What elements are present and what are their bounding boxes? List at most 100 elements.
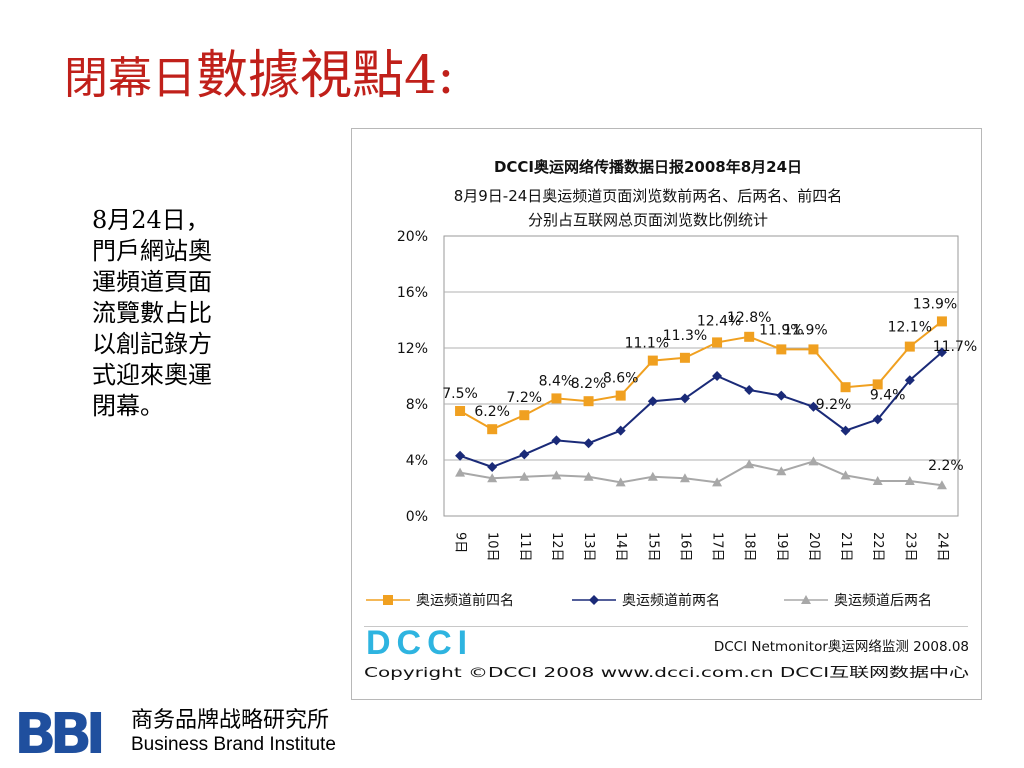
- y-tick-label: 4%: [406, 453, 428, 469]
- data-label: 12.4%: [697, 313, 741, 329]
- data-label: 12.1%: [888, 320, 932, 336]
- commentary-line: 運頻道頁面: [92, 268, 212, 296]
- series-line: [459, 320, 943, 431]
- data-point: [487, 473, 498, 483]
- data-point: [487, 462, 498, 472]
- data-point: [712, 337, 723, 348]
- data-point: [808, 401, 819, 412]
- data-label: 9.4%: [870, 387, 906, 403]
- x-tick-label: 20日: [806, 532, 821, 562]
- data-point: [840, 425, 851, 436]
- data-point: [551, 393, 562, 404]
- data-point: [872, 414, 883, 425]
- data-point: [808, 456, 819, 466]
- data-point: [712, 371, 723, 381]
- data-point: [679, 473, 690, 483]
- y-tick-label: 16%: [397, 285, 428, 301]
- legend-marker: [589, 595, 599, 605]
- data-point: [583, 471, 594, 481]
- data-point: [712, 477, 723, 487]
- data-point: [455, 467, 466, 477]
- data-label: 9.2%: [816, 397, 852, 413]
- data-label: 8.4%: [539, 373, 575, 389]
- data-point: [487, 424, 498, 435]
- credit-line2: Copyright ©DCCI 2008 www.dcci.com.cn DCC…: [364, 665, 970, 681]
- data-label: 13.9%: [913, 296, 957, 312]
- credit-line1: DCCI Netmonitor奥运网络监测 2008.08: [714, 638, 969, 655]
- data-point: [647, 471, 658, 481]
- y-tick-label: 8%: [406, 397, 428, 413]
- x-tick-label: 16日: [677, 532, 692, 562]
- data-point: [808, 344, 819, 355]
- data-point: [519, 410, 530, 421]
- chart-title: DCCI奥运网络传播数据日报2008年8月24日: [494, 158, 802, 176]
- x-tick-label: 14日: [613, 532, 628, 562]
- legend-marker: [383, 595, 393, 605]
- x-tick-label: 23日: [902, 532, 917, 562]
- line-chart: DCCI奥运网络传播数据日报2008年8月24日 8月9日-24日奥运频道页面浏…: [364, 158, 977, 681]
- bbi-logo-text: BBI: [14, 707, 101, 759]
- data-label: 11.1%: [625, 336, 669, 352]
- data-point: [776, 344, 787, 355]
- data-point: [679, 393, 690, 404]
- data-label: 11.9%: [783, 322, 827, 338]
- y-tick-label: 12%: [397, 341, 428, 357]
- data-point: [583, 396, 594, 407]
- data-point: [455, 406, 466, 416]
- data-point: [744, 459, 755, 469]
- credit-divider: [364, 626, 968, 627]
- data-point: [744, 331, 755, 342]
- data-point: [936, 316, 947, 327]
- data-label: 7.2%: [507, 390, 543, 406]
- data-label: 8.6%: [603, 371, 639, 387]
- dcci-logo: DCCI: [366, 624, 473, 662]
- data-label: 8.2%: [571, 376, 607, 392]
- data-point: [840, 470, 851, 480]
- data-point: [872, 476, 883, 485]
- institute-name-cn: 商务品牌战略研究所: [131, 708, 330, 733]
- title-big-part: 數據視點4:: [196, 46, 455, 106]
- data-point: [776, 466, 787, 476]
- institute-name-en: Business Brand Institute: [131, 734, 336, 755]
- legend-marker: [801, 595, 811, 604]
- commentary-line: 流覽數占比: [92, 299, 212, 327]
- y-tick-label: 20%: [397, 229, 428, 245]
- data-point: [679, 352, 690, 363]
- data-label: 6.2%: [474, 404, 510, 420]
- x-tick-label: 17日: [710, 532, 725, 562]
- title-small-part: 閉幕日: [64, 53, 196, 104]
- y-tick-label: 0%: [406, 509, 428, 525]
- data-point: [551, 435, 562, 446]
- legend-label: 奥运频道前两名: [622, 592, 720, 609]
- x-tick-label: 18日: [742, 532, 757, 562]
- data-point: [615, 477, 626, 487]
- commentary-line: 門戶網站奧: [92, 237, 212, 265]
- data-point: [872, 379, 883, 390]
- x-tick-label: 12日: [549, 532, 564, 562]
- data-point: [904, 375, 915, 386]
- data-point: [744, 385, 755, 395]
- plot-area-border: [443, 235, 959, 517]
- data-point: [583, 438, 594, 449]
- data-label: 11.9%: [759, 322, 803, 338]
- data-label: 11.7%: [933, 339, 977, 355]
- data-label: 2.2%: [928, 458, 964, 474]
- x-tick-label: 15日: [645, 532, 660, 562]
- data-point: [840, 382, 851, 393]
- institute-name: 商务品牌战略研究所 Business Brand Institute: [131, 708, 336, 756]
- bbi-logo-icon: BBI: [14, 707, 108, 759]
- data-point: [551, 470, 562, 480]
- data-label: 7.5%: [442, 386, 478, 402]
- x-tick-label: 13日: [581, 532, 596, 562]
- chart-subtitle-line1: 8月9日-24日奥运频道页面浏览数前两名、后两名、前四名: [454, 187, 843, 205]
- x-tick-label: 19日: [774, 532, 789, 562]
- data-point: [615, 390, 626, 401]
- data-point: [519, 471, 530, 481]
- data-point: [936, 347, 947, 358]
- data-point: [647, 355, 658, 366]
- legend-label: 奥运频道前四名: [416, 592, 514, 609]
- series-line: [459, 460, 943, 487]
- data-point: [904, 476, 915, 485]
- commentary-line: 式迎來奧運: [92, 361, 212, 389]
- commentary-line: 以創記錄方: [92, 330, 212, 358]
